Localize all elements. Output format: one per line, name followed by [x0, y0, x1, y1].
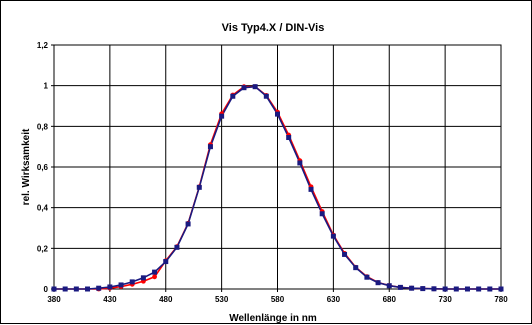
series-2-point — [263, 93, 269, 99]
series-2-point — [152, 269, 158, 275]
series-2-point — [286, 135, 292, 141]
series-2-point — [442, 286, 448, 292]
x-tick-label: 380 — [47, 295, 61, 304]
series-2-point — [207, 144, 213, 150]
series-2-point — [353, 265, 359, 271]
series-2-point — [464, 286, 470, 292]
series-2-point — [118, 282, 124, 288]
series-2-point — [476, 286, 482, 292]
series-2-point — [219, 113, 225, 119]
series-1-point — [152, 274, 157, 280]
series-2-point — [241, 85, 247, 91]
series-2-point — [319, 211, 325, 217]
series-markers — [51, 84, 504, 292]
x-tick-label: 530 — [215, 295, 229, 304]
series-2-point — [85, 286, 91, 292]
series-2-point — [140, 275, 146, 281]
series-2-point — [107, 284, 113, 290]
series-2-point — [252, 84, 258, 90]
x-axis-ticks: 380 430 480 530 580 630 680 730 780 — [47, 295, 508, 304]
series-2-point — [163, 259, 169, 265]
series-2-point — [498, 286, 504, 292]
series-2-point — [431, 286, 437, 292]
series-2-point — [386, 283, 392, 289]
x-axis-label: Wellenlänge in nm — [229, 313, 317, 324]
y-tick-label: 0,6 — [37, 163, 49, 172]
series-2-point — [185, 221, 191, 227]
series-2-point — [196, 184, 202, 190]
series-2-point — [62, 286, 68, 292]
series-2-point — [96, 285, 102, 291]
series-2-point — [297, 160, 303, 166]
series-2-point — [230, 93, 236, 99]
y-tick-label: 0,8 — [37, 122, 49, 131]
series-2-point — [409, 285, 415, 291]
y-axis-ticks: 0 0,2 0,4 0,6 0,8 1 1,2 — [37, 41, 49, 294]
series-2-point — [420, 286, 426, 292]
x-tick-label: 730 — [438, 295, 452, 304]
series-2-point — [308, 186, 314, 192]
x-tick-label: 480 — [159, 295, 173, 304]
series-2-point — [453, 286, 459, 292]
series-2-point — [73, 286, 79, 292]
y-tick-label: 0 — [44, 285, 49, 294]
series-2-point — [364, 274, 370, 280]
series-2-point — [129, 279, 135, 285]
y-tick-label: 1 — [44, 82, 49, 91]
series-2-point — [275, 111, 280, 117]
y-tick-label: 1,2 — [37, 41, 49, 50]
series-2-point — [342, 251, 348, 257]
x-tick-label: 580 — [271, 295, 285, 304]
series-2-point — [51, 286, 57, 292]
y-tick-label: 0,2 — [37, 244, 49, 253]
y-axis-label: rel. Wirksamkeit — [21, 128, 32, 205]
series-2-point — [330, 233, 336, 239]
series-2-point — [397, 284, 403, 290]
x-tick-label: 630 — [327, 295, 341, 304]
series-2-point — [375, 280, 381, 286]
x-tick-label: 780 — [494, 295, 508, 304]
x-tick-label: 430 — [103, 295, 117, 304]
y-tick-label: 0,4 — [37, 204, 49, 213]
chart-title: Vis Typ4.X / DIN-Vis — [222, 22, 325, 34]
series-2-point — [174, 244, 180, 250]
series-2-point — [487, 286, 493, 292]
x-tick-label: 680 — [383, 295, 397, 304]
